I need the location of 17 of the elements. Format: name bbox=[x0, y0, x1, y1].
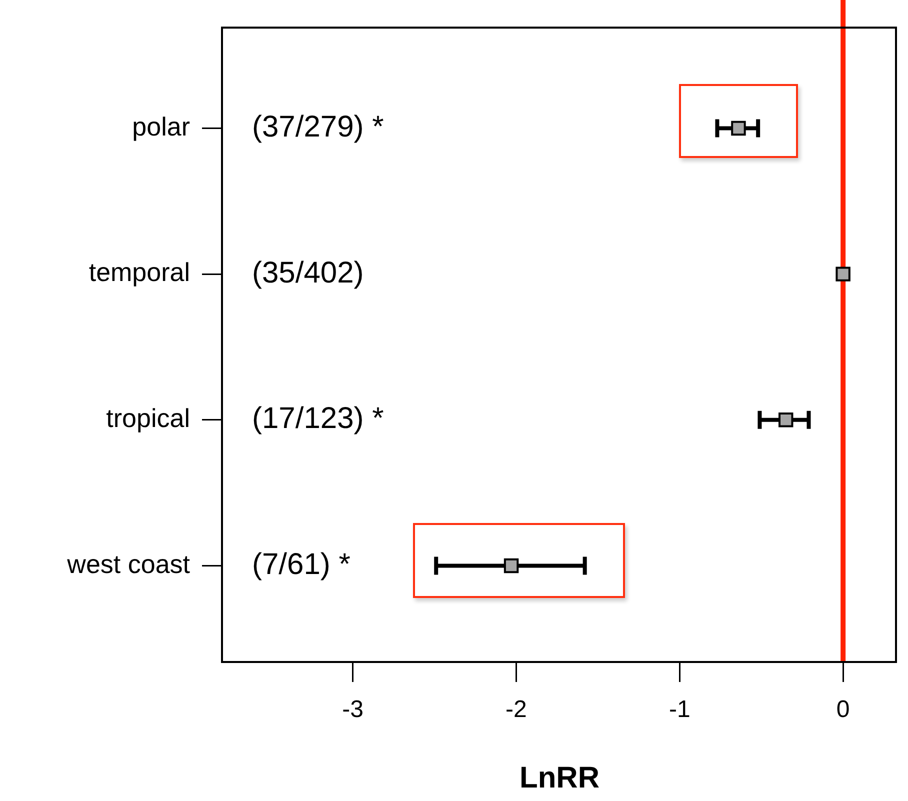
x-tick-label: 0 bbox=[836, 696, 850, 724]
x-tick-label: -1 bbox=[668, 696, 690, 724]
point bbox=[836, 266, 850, 282]
y-tick-label: west coast bbox=[66, 548, 191, 579]
point bbox=[778, 412, 794, 428]
annotation: (7/61) * bbox=[252, 548, 351, 582]
point bbox=[731, 120, 746, 136]
point bbox=[504, 558, 519, 574]
x-tick-label: -2 bbox=[506, 696, 527, 724]
y-tick-label: polar bbox=[132, 111, 190, 142]
x-tick-label: -3 bbox=[342, 696, 364, 724]
y-tick-label: tropical bbox=[106, 403, 190, 434]
annotation: (35/402) bbox=[252, 256, 364, 290]
annotation: (17/123) * bbox=[252, 402, 384, 436]
y-tick-label: temporal bbox=[88, 257, 190, 288]
annotation: (37/279) * bbox=[252, 110, 384, 144]
x-axis-title: LnRR bbox=[520, 761, 600, 794]
